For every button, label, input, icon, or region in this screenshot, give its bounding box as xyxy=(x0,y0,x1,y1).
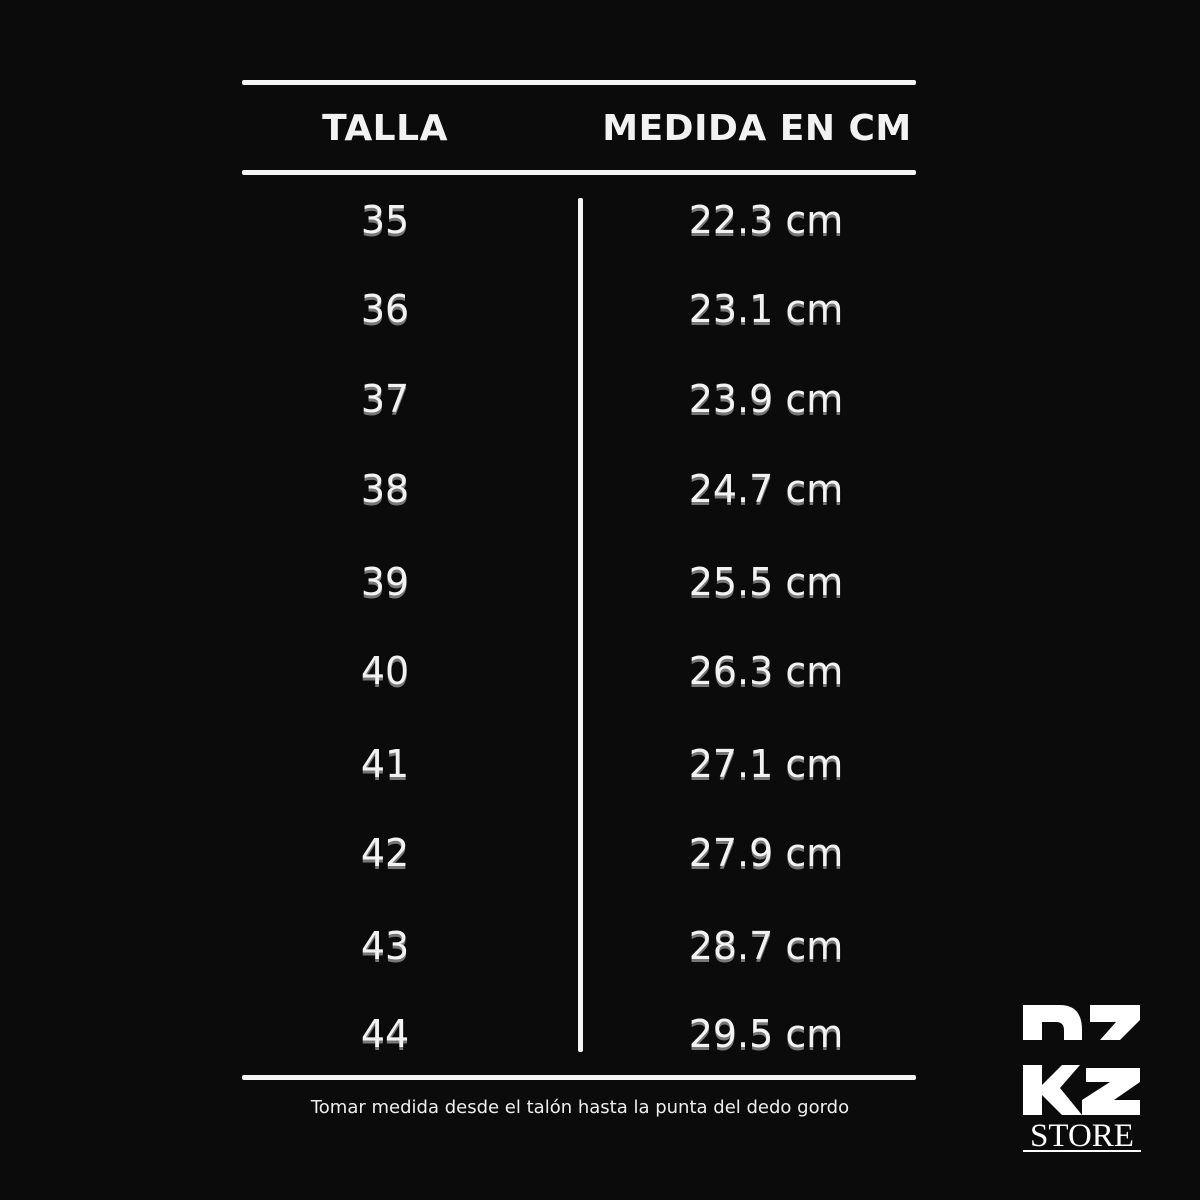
logo-top-mark xyxy=(1023,1005,1140,1040)
footer-note: Tomar medida desde el talón hasta la pun… xyxy=(310,1097,850,1118)
medida-cell: 27.9 cm xyxy=(688,831,844,875)
header-rule xyxy=(242,170,916,175)
header-medida: MEDIDA EN CM xyxy=(602,108,912,149)
talla-cell: 35 xyxy=(360,198,410,242)
talla-cell: 39 xyxy=(360,560,410,604)
bottom-rule xyxy=(242,1075,916,1080)
talla-cell: 44 xyxy=(360,1012,410,1056)
medida-cell: 28.7 cm xyxy=(688,924,844,968)
store-logo: STORE xyxy=(1023,1005,1141,1154)
medida-cell: 23.9 cm xyxy=(688,377,844,421)
medida-cell: 29.5 cm xyxy=(688,1012,844,1056)
logo-store-text: STORE xyxy=(1030,1118,1134,1154)
logo-underline xyxy=(1023,1150,1141,1152)
logo-bottom-mark xyxy=(1023,1065,1140,1115)
column-divider xyxy=(578,198,583,1052)
medida-cell: 25.5 cm xyxy=(688,560,844,604)
talla-cell: 40 xyxy=(360,649,410,693)
medida-cell: 23.1 cm xyxy=(688,287,844,331)
top-rule xyxy=(242,80,916,85)
talla-cell: 43 xyxy=(360,924,410,968)
medida-cell: 27.1 cm xyxy=(688,742,844,786)
talla-cell: 42 xyxy=(360,831,410,875)
medida-cell: 26.3 cm xyxy=(688,649,844,693)
talla-cell: 38 xyxy=(360,467,410,511)
talla-cell: 37 xyxy=(360,377,410,421)
talla-cell: 41 xyxy=(360,742,410,786)
talla-cell: 36 xyxy=(360,287,410,331)
medida-cell: 24.7 cm xyxy=(688,467,844,511)
medida-cell: 22.3 cm xyxy=(688,198,844,242)
header-talla: TALLA xyxy=(322,108,448,149)
